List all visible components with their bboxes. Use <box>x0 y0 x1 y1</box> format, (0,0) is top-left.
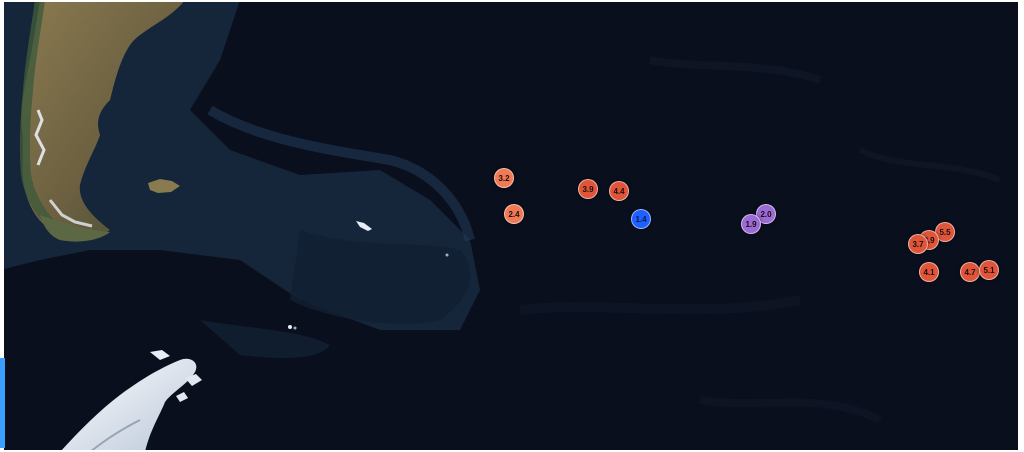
map-marker[interactable]: 4.7 <box>960 262 980 282</box>
frame-edge-left <box>0 0 4 452</box>
south-georgia <box>356 221 372 231</box>
map-marker[interactable]: 2.4 <box>504 204 524 224</box>
map-marker[interactable]: 5.1 <box>979 260 999 280</box>
map-marker[interactable]: 2.0 <box>756 204 776 224</box>
map-marker[interactable]: 3.9 <box>578 179 598 199</box>
frame-edge-right <box>1018 0 1024 452</box>
antarctic-peninsula <box>60 358 197 452</box>
map-marker[interactable]: 1.9 <box>741 214 761 234</box>
map-marker[interactable]: 4.1 <box>919 262 939 282</box>
scrollbar-accent <box>0 358 5 448</box>
falkland-islands <box>148 179 180 193</box>
frame-edge-bottom <box>0 450 1024 452</box>
map-marker[interactable]: 3.7 <box>908 234 928 254</box>
map-marker[interactable]: 4.4 <box>609 181 629 201</box>
frame-edge-top <box>0 0 1024 2</box>
map-marker[interactable]: 1.4 <box>631 209 651 229</box>
patagonia-landmass <box>21 0 185 238</box>
map-marker[interactable]: 3.2 <box>494 168 514 188</box>
